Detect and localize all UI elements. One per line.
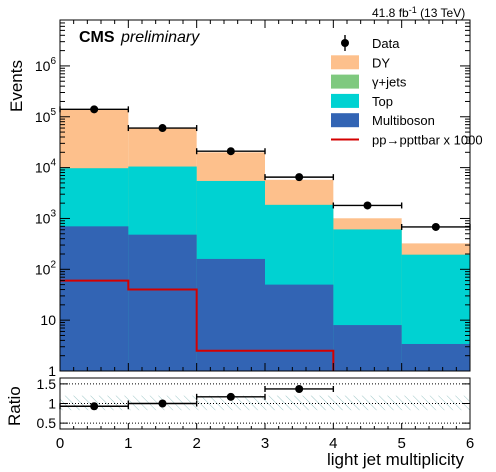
legend-swatch	[331, 113, 359, 128]
legend-swatch	[331, 74, 359, 89]
signal-histogram	[60, 279, 335, 371]
y-tick-label: 10	[40, 312, 56, 328]
x-tick-label: 0	[56, 435, 64, 452]
ratio-marker	[90, 402, 99, 411]
y-tick-label: 102	[35, 259, 57, 277]
preliminary-label: preliminary	[120, 29, 200, 46]
legend-entry-2: γ+jets	[331, 74, 407, 90]
legend-entry-1: DY	[331, 55, 390, 70]
ratio-point-2	[195, 392, 266, 401]
x-tick-label: 2	[192, 435, 200, 452]
legend-label: pp→ppttbar x 1000	[372, 133, 483, 148]
legend-entry-4: Multiboson	[331, 113, 435, 128]
legend-label: Data	[372, 36, 400, 51]
stack-bar-multiboson-bin-2	[196, 258, 265, 371]
x-tick-label: 5	[397, 435, 405, 452]
stack-bar-multiboson-bin-1	[128, 234, 197, 371]
ratio-y-tick-label: 1.5	[37, 376, 57, 392]
lumi-label: 41.8 fb-1 (13 TeV)	[372, 5, 465, 20]
data-marker	[431, 222, 440, 231]
legend-data-marker	[341, 39, 349, 47]
data-point-5	[400, 222, 471, 231]
stack-bars	[60, 109, 470, 371]
data-point-3	[264, 173, 335, 182]
stack-bar-multiboson-bin-0	[60, 226, 129, 371]
legend-swatch	[331, 93, 359, 108]
legend-label: Multiboson	[372, 113, 435, 128]
x-tick-label: 3	[261, 435, 269, 452]
data-marker	[158, 124, 167, 133]
ratio-marker	[158, 399, 167, 408]
y-tick-label: 105	[35, 107, 57, 125]
signal-line	[60, 279, 335, 371]
ratio-point-3	[264, 384, 335, 393]
x-axis-title: light jet multiplicity	[327, 450, 464, 469]
legend-label: DY	[372, 55, 390, 70]
stack-bar-multiboson-bin-5	[401, 343, 470, 371]
legend-entry-3: Top	[331, 93, 393, 109]
y-tick-label: 103	[35, 208, 57, 226]
ratio-point-1	[127, 399, 198, 408]
legend-label: γ+jets	[372, 75, 407, 90]
y-tick-label: 104	[35, 158, 57, 176]
cms-label: CMS	[79, 29, 115, 46]
ratio-reference-lines	[60, 383, 470, 424]
ratio-y-tick-label: 1	[48, 396, 56, 412]
x-tick-label: 4	[329, 435, 337, 452]
y-axis-title: Events	[7, 60, 26, 112]
ratio-axis-title: Ratio	[5, 386, 24, 426]
legend-swatch	[331, 55, 359, 70]
data-point-4	[332, 201, 403, 210]
legend-entry-0: Data	[341, 35, 400, 51]
ratio-marker	[226, 392, 235, 401]
data-marker	[295, 173, 304, 182]
x-tick-label: 1	[124, 435, 132, 452]
legend-entry-5: pp→ppttbar x 1000	[331, 133, 483, 148]
stack-bar-multiboson-bin-4	[333, 325, 402, 371]
y-tick-label: 106	[35, 56, 57, 74]
ratio-y-tick-label: 0.5	[37, 415, 57, 431]
x-tick-label: 6	[466, 435, 474, 452]
data-marker	[226, 147, 235, 156]
data-point-2	[195, 147, 266, 156]
legend-label: Top	[372, 94, 393, 109]
data-marker	[363, 201, 372, 210]
ratio-points	[59, 384, 335, 411]
data-point-1	[127, 124, 198, 133]
ratio-axis-ticks: 0.5 1 1.5	[37, 376, 470, 431]
stack-bar-multiboson-bin-3	[265, 284, 334, 371]
ratio-marker	[295, 384, 304, 393]
legend: Data DY γ+jets Top Multiboson pp→ppttbar x 10…	[331, 35, 483, 148]
data-marker	[90, 105, 99, 114]
y-tick-label-1: 1	[48, 363, 56, 379]
